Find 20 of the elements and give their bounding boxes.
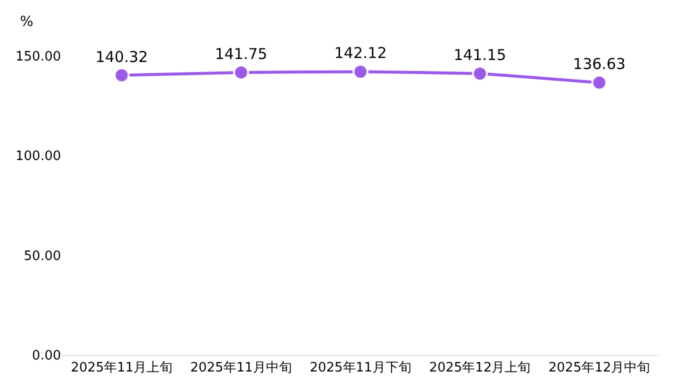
- point: [591, 74, 608, 91]
- y-tick-label: 50.00: [24, 248, 61, 264]
- data-label: 136.63: [573, 55, 626, 74]
- x-tick-label: 2025年12月中旬: [548, 360, 650, 376]
- point: [352, 64, 368, 80]
- x-tick-label: 2025年11月下旬: [310, 360, 412, 376]
- x-tick-label: 2025年11月上旬: [70, 360, 173, 376]
- point: [233, 64, 250, 80]
- data-label: 140.32: [95, 48, 148, 66]
- data-label: 142.12: [334, 44, 387, 62]
- data-label: 141.15: [454, 46, 506, 64]
- y-tick-label: 0.00: [32, 348, 61, 364]
- x-tick-label: 2025年12月上旬: [429, 360, 531, 376]
- y-tick-label: 150.00: [16, 50, 61, 65]
- x-tick-label: 2025年11月中旬: [190, 360, 292, 376]
- point: [472, 66, 488, 82]
- y-tick-label: 100.00: [16, 149, 61, 164]
- point: [114, 67, 130, 84]
- y-axis-title: %: [20, 14, 34, 30]
- data-label: 141.75: [214, 44, 268, 63]
